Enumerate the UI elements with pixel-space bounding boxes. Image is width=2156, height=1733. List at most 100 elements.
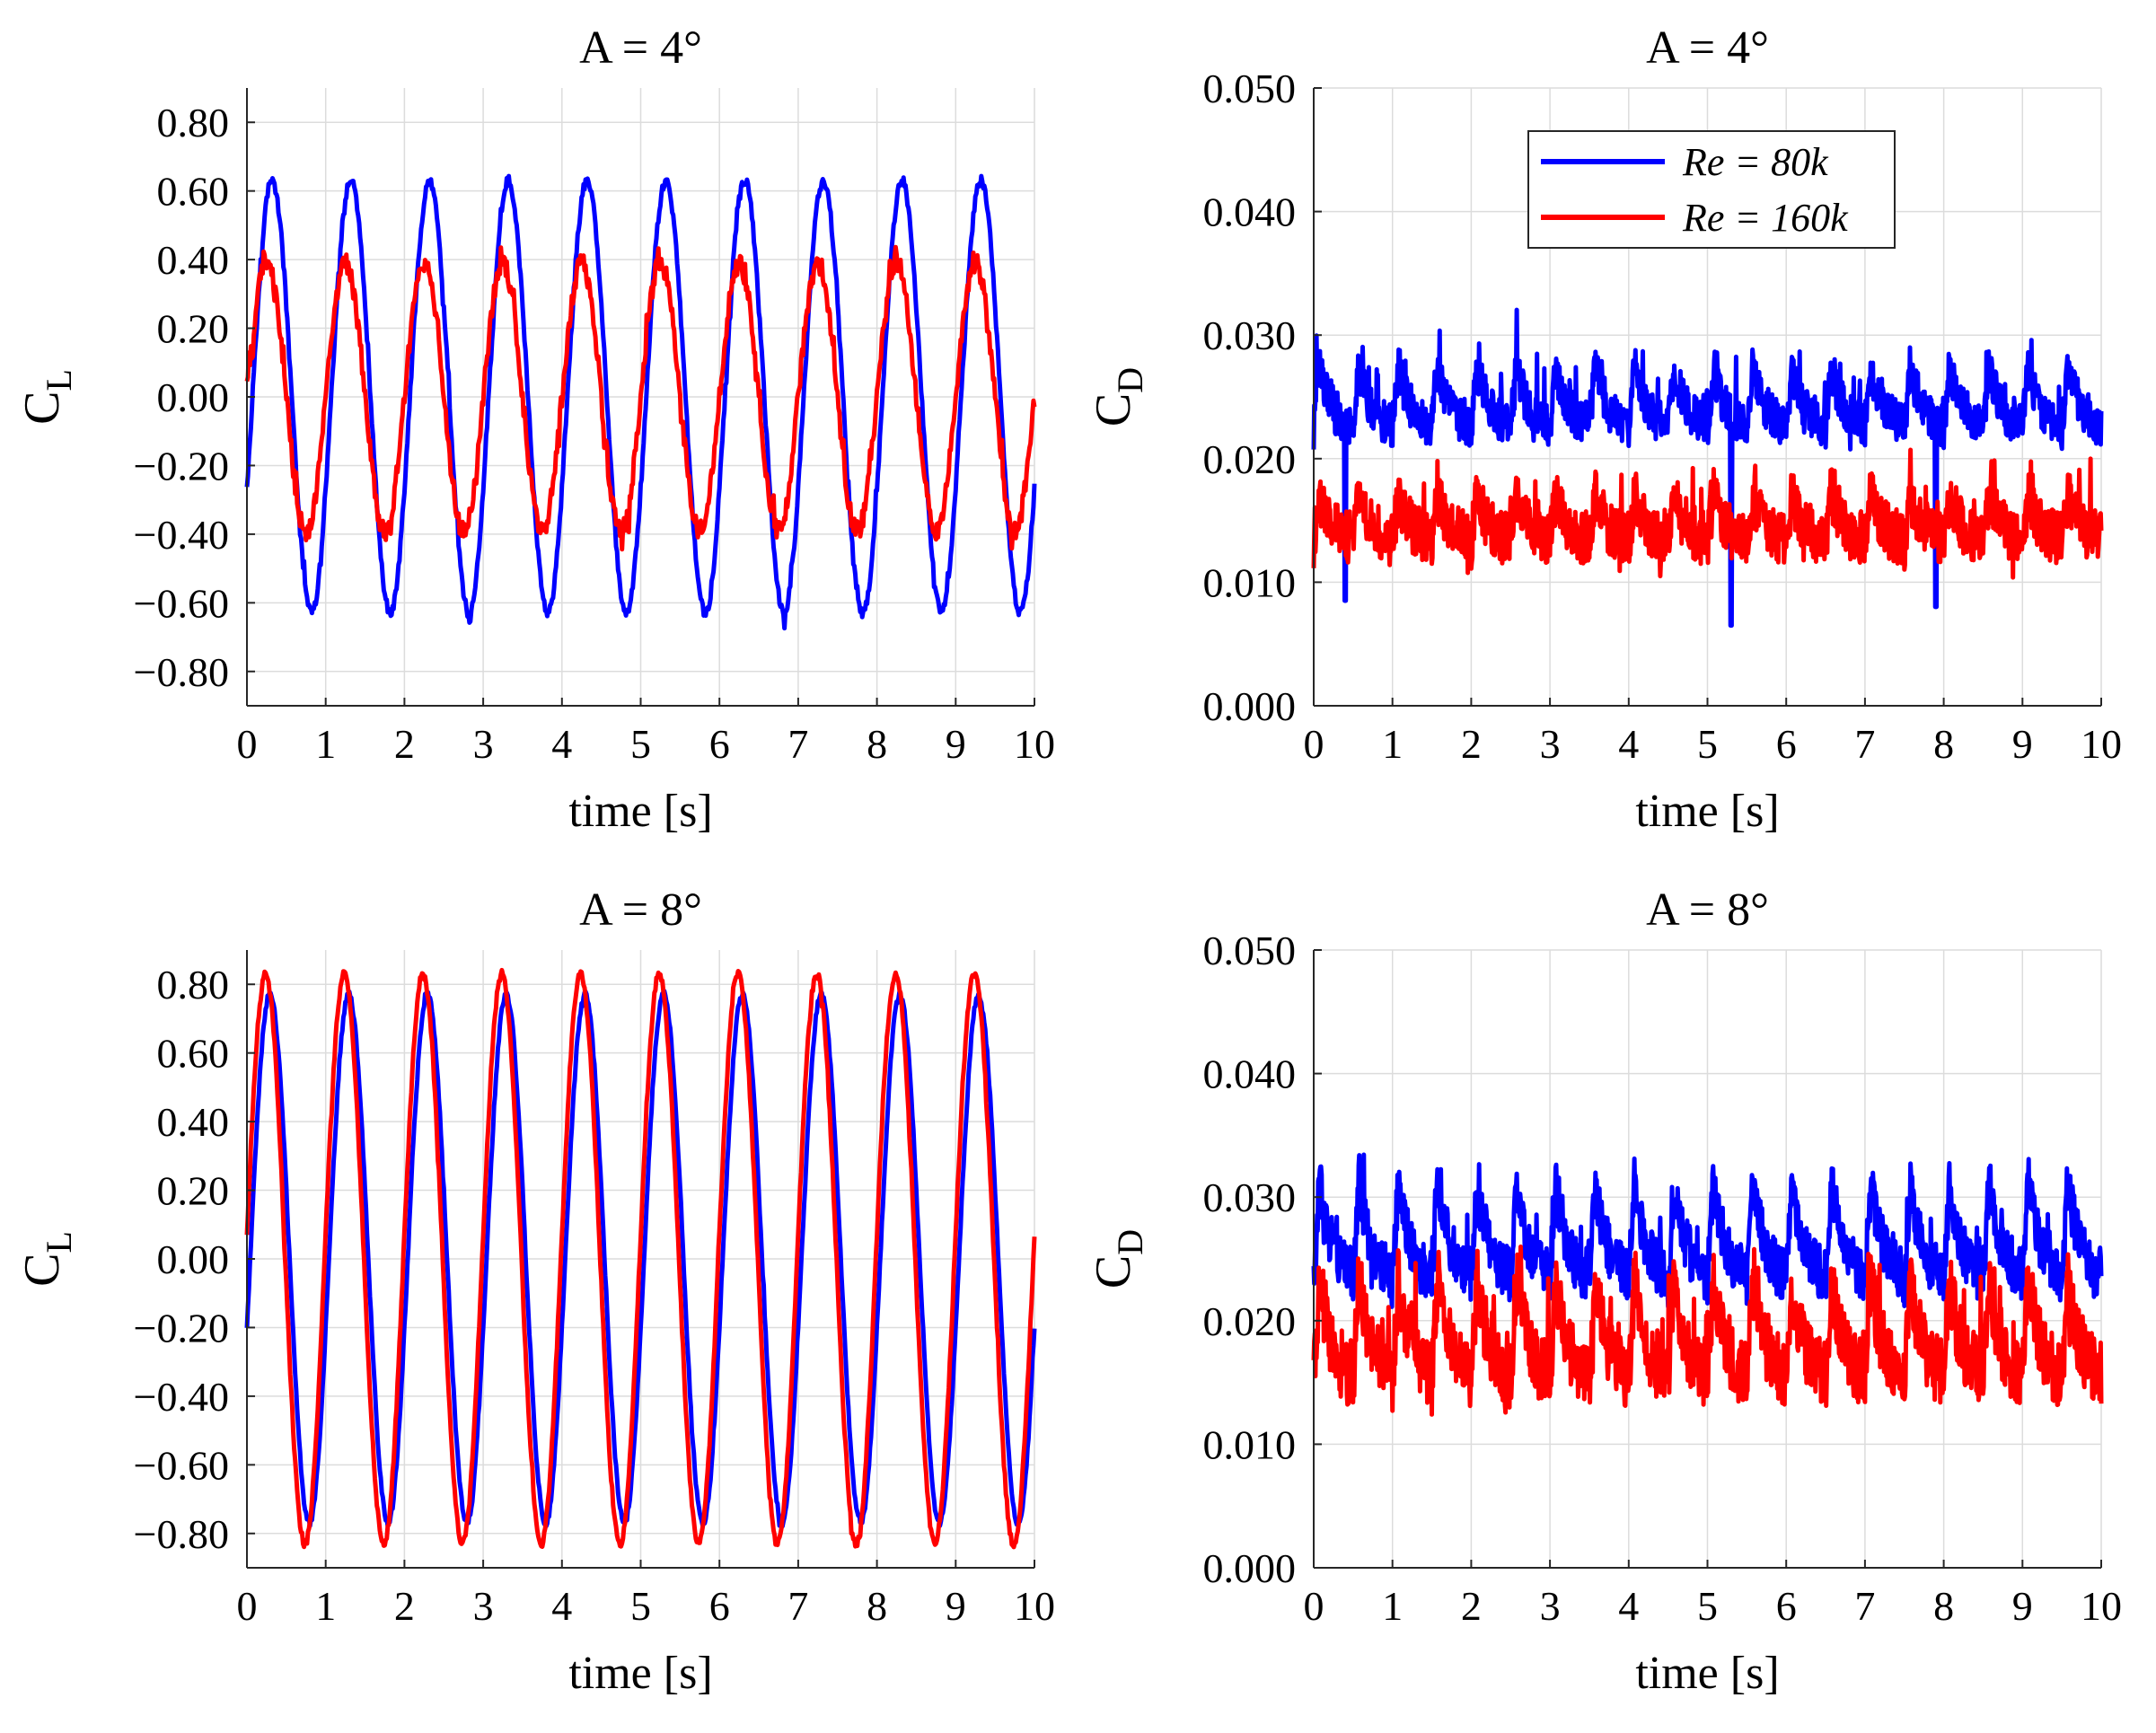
y-tick-label: 0.40: [157, 237, 230, 283]
y-axis-label: CL: [14, 369, 79, 425]
y-axis-label-subscript: L: [39, 1231, 79, 1253]
y-tick-label: −0.80: [134, 1511, 229, 1557]
x-tick-label: 0: [1304, 1583, 1324, 1629]
series-line-re-160k: [1311, 1245, 2104, 1417]
chart-panel-bottom-right: 0 1 2 3 4 5 6 7 8 9 10 0.000 0.010 0.020 0.030 0.040 0.0…: [1086, 884, 2122, 1699]
x-tick-label: 5: [630, 721, 651, 767]
x-tick-label: 1: [1382, 721, 1403, 767]
y-tick-label: 0.20: [157, 1168, 230, 1214]
x-tick-label: 0: [1304, 721, 1324, 767]
x-tick-label: 6: [1776, 721, 1797, 767]
y-tick-label: 0.050: [1203, 928, 1297, 973]
x-tick-label: 9: [946, 721, 966, 767]
y-tick-label: −0.80: [134, 649, 229, 695]
x-tick-label: 8: [867, 1583, 887, 1629]
legend-box: [1527, 130, 1896, 249]
x-tick-label: 2: [1461, 1583, 1482, 1629]
x-tick-label: 3: [473, 721, 494, 767]
x-tick-label: 6: [1776, 1583, 1797, 1629]
y-tick-label: 0.00: [157, 374, 230, 420]
series-line-re-160k: [244, 967, 1037, 1550]
x-tick-label: 5: [630, 1583, 651, 1629]
y-axis-label-main: C: [1086, 393, 1141, 427]
x-tick-label: 1: [315, 1583, 336, 1629]
y-tick-label: 0.010: [1203, 559, 1297, 605]
x-tick-label: 10: [1014, 721, 1055, 767]
x-tick-label: 7: [1854, 1583, 1875, 1629]
x-tick-label: 3: [1540, 1583, 1561, 1629]
y-tick-label: 0.030: [1203, 1174, 1297, 1220]
y-tick-label: 0.00: [157, 1236, 230, 1282]
x-tick-label: 8: [867, 721, 887, 767]
y-tick-label: 0.60: [157, 169, 230, 215]
x-tick-label: 0: [237, 1583, 258, 1629]
x-tick-label: 8: [1933, 721, 1954, 767]
chart-title: A = 8°: [579, 884, 702, 936]
x-tick-label: 10: [1014, 1583, 1055, 1629]
x-tick-label: 6: [709, 1583, 730, 1629]
x-tick-label: 10: [2081, 1583, 2122, 1629]
x-tick-label: 2: [394, 1583, 415, 1629]
y-tick-label: 0.020: [1203, 436, 1297, 482]
x-tick-label: 4: [1618, 1583, 1639, 1629]
chart-title: A = 8°: [1646, 884, 1769, 936]
series-line-re-160k: [1311, 447, 2104, 580]
series-line-re-80k: [1311, 1152, 2104, 1311]
x-tick-label: 4: [1618, 721, 1639, 767]
x-tick-label: 2: [394, 721, 415, 767]
legend-label-re-80k: Re = 80k: [1682, 140, 1829, 184]
y-tick-label: 0.030: [1203, 312, 1297, 358]
x-tick-label: 9: [2012, 721, 2033, 767]
y-tick-label: −0.60: [134, 580, 229, 626]
x-tick-label: 4: [551, 1583, 572, 1629]
x-tick-label: 2: [1461, 721, 1482, 767]
chart-panel-bottom-left: 0 1 2 3 4 5 6 7 8 9 10 −0.80 −0.60 −0.40 −0.20 0.00 0.20…: [14, 884, 1055, 1699]
y-tick-label: 0.60: [157, 1031, 230, 1077]
y-axis-label-subscript: L: [39, 369, 79, 391]
x-tick-label: 9: [946, 1583, 966, 1629]
chart-title: A = 4°: [579, 22, 702, 74]
x-tick-label: 7: [788, 1583, 808, 1629]
y-tick-label: −0.20: [134, 1305, 229, 1350]
x-tick-label: 10: [2081, 721, 2122, 767]
y-tick-label: −0.20: [134, 443, 229, 488]
y-tick-label: −0.40: [134, 1374, 229, 1420]
y-tick-label: 0.040: [1203, 189, 1297, 235]
y-axis-label-main: C: [14, 391, 70, 425]
chart-title: A = 4°: [1646, 22, 1769, 74]
x-tick-label: 9: [2012, 1583, 2033, 1629]
series-line-re-160k: [244, 244, 1037, 552]
y-tick-label: 0.000: [1203, 1545, 1297, 1591]
x-axis-label: time [s]: [1635, 786, 1779, 837]
x-axis-label: time [s]: [568, 786, 712, 837]
x-tick-label: 1: [315, 721, 336, 767]
y-axis-label-main: C: [1086, 1255, 1141, 1289]
series-line-re-80k: [1311, 307, 2104, 629]
y-tick-label: 0.020: [1203, 1298, 1297, 1344]
legend-label-re-160k: Re = 160k: [1682, 196, 1849, 240]
y-tick-label: 0.80: [157, 962, 230, 1007]
x-tick-label: 4: [551, 721, 572, 767]
legend: Re = 80k Re = 160k: [1527, 130, 1896, 249]
y-axis-label-main: C: [14, 1254, 70, 1287]
x-tick-label: 7: [1854, 721, 1875, 767]
x-tick-label: 5: [1697, 1583, 1718, 1629]
y-tick-label: 0.80: [157, 100, 230, 145]
x-axis-label: time [s]: [1635, 1648, 1779, 1699]
x-tick-label: 1: [1382, 1583, 1403, 1629]
y-tick-label: 0.040: [1203, 1051, 1297, 1097]
y-axis-label: CD: [1086, 1229, 1150, 1289]
x-tick-label: 3: [473, 1583, 494, 1629]
y-tick-label: 0.000: [1203, 683, 1297, 729]
x-tick-label: 0: [237, 721, 258, 767]
y-tick-label: −0.40: [134, 512, 229, 558]
y-axis-label: CL: [14, 1231, 79, 1287]
chart-panel-top-left: 0 1 2 3 4 5 6 7 8 9 10 −0.80 −0.60 −0.40 −0.20 0.00 0.20…: [14, 22, 1055, 837]
y-tick-label: 0.20: [157, 306, 230, 352]
x-tick-label: 5: [1697, 721, 1718, 767]
y-axis-label: CD: [1086, 367, 1150, 427]
y-tick-label: 0.050: [1203, 66, 1297, 111]
x-tick-label: 8: [1933, 1583, 1954, 1629]
y-axis-label-subscript: D: [1110, 367, 1150, 393]
